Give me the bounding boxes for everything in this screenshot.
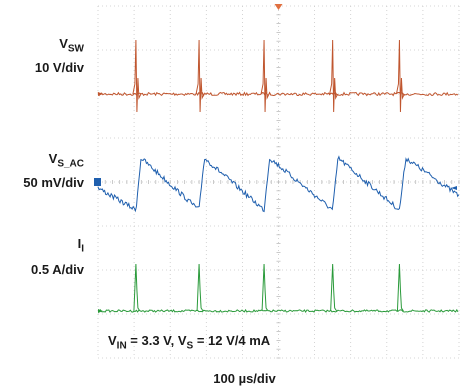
trace-ii <box>97 263 459 313</box>
channel-label-vsac: VS_AC <box>0 151 84 170</box>
vsac-label-sub: S_AC <box>57 158 84 170</box>
channel-label-vsw: VSW <box>0 36 84 55</box>
channel-scale-vsac: 50 mV/div <box>23 175 84 190</box>
conditions-annotation: VIN = 3.3 V, VS = 12 V/4 mA <box>108 333 270 352</box>
x-axis-label: 100 µs/div <box>213 371 276 386</box>
vin-sub: IN <box>116 340 127 352</box>
trace-vsac <box>97 155 460 213</box>
trace-vsw <box>97 39 459 113</box>
ground-marker-vsac <box>94 178 101 186</box>
vs-sub: S <box>186 340 194 352</box>
ground-marker-vsw <box>98 92 103 96</box>
trigger-level-marker <box>451 186 457 190</box>
vs-value: = 12 V/4 mA <box>193 333 271 348</box>
markers <box>94 4 457 313</box>
trigger-position-marker <box>274 4 283 10</box>
channel-label-ii: II <box>0 236 84 255</box>
vsac-label-main: V <box>48 151 58 166</box>
vsw-label-sub: SW <box>67 43 84 55</box>
ii-label-main: I <box>77 236 82 251</box>
grid <box>97 5 460 359</box>
channel-scale-ii: 0.5 A/div <box>31 262 84 277</box>
ground-marker-ii <box>98 309 103 313</box>
vsw-label-main: V <box>59 36 68 51</box>
channel-scale-vsw: 10 V/div <box>34 60 84 75</box>
ii-label-sub: I <box>81 243 84 255</box>
vin-main: V <box>108 333 117 348</box>
vin-value: = 3.3 V, V <box>126 333 187 348</box>
